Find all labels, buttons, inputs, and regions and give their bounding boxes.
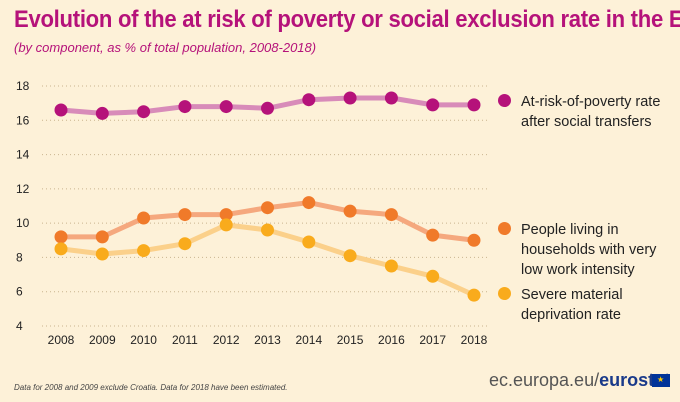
gridlines xyxy=(42,85,490,327)
data-point-s0-2014 xyxy=(302,93,316,107)
x-tick-label: 2016 xyxy=(378,333,405,347)
footnote: Data for 2008 and 2009 exclude Croatia. … xyxy=(14,383,288,392)
y-axis: 4 6 8 10 12 14 16 18 xyxy=(16,79,30,333)
data-point-s1-2016 xyxy=(384,208,398,222)
data-point-s0-2009 xyxy=(95,106,109,120)
x-tick-label: 2011 xyxy=(172,333,198,347)
data-point-s0-2016 xyxy=(384,91,398,105)
data-point-s0-2017 xyxy=(426,98,440,112)
x-tick-label: 2014 xyxy=(295,333,322,347)
legend-label-material-deprivation: Severe material deprivation rate xyxy=(521,287,623,323)
y-tick-label: 16 xyxy=(16,113,30,127)
data-point-s1-2015 xyxy=(343,204,357,218)
x-tick-label: 2012 xyxy=(213,333,240,347)
data-point-s2-2013 xyxy=(261,223,274,237)
data-point-s2-2011 xyxy=(178,237,192,251)
data-point-s1-2009 xyxy=(95,230,109,244)
data-point-s1-2010 xyxy=(137,211,151,225)
y-tick-label: 8 xyxy=(16,250,23,264)
data-point-s1-2018 xyxy=(467,233,481,247)
chart-title: Evolution of the at risk of poverty or s… xyxy=(14,6,680,33)
data-point-s2-2014 xyxy=(302,235,316,249)
data-point-s0-2012 xyxy=(219,100,233,114)
legend-dot-material-deprivation xyxy=(498,287,511,300)
series-lines xyxy=(60,95,476,298)
legend-label-low-work-intensity: People living in households with very lo… xyxy=(521,222,657,278)
data-point-s2-2012 xyxy=(219,218,233,232)
y-tick-label: 4 xyxy=(16,319,23,333)
y-tick-label: 6 xyxy=(16,285,23,299)
x-tick-label: 2013 xyxy=(254,333,281,347)
x-tick-label: 2010 xyxy=(130,333,157,347)
eurostat-brand[interactable]: ec.europa.eu/eurostat xyxy=(489,370,670,391)
data-point-s0-2015 xyxy=(343,91,357,105)
data-point-s2-2015 xyxy=(343,249,357,263)
y-tick-label: 14 xyxy=(16,148,30,162)
series-points xyxy=(54,91,481,302)
data-point-s1-2013 xyxy=(261,201,274,215)
x-tick-label: 2017 xyxy=(419,333,446,347)
x-axis: 2008 2009 2010 2011 2012 2013 2014 2015 2016 2017… xyxy=(48,333,488,347)
data-point-s2-2018 xyxy=(467,288,481,302)
x-tick-label: 2008 xyxy=(48,333,75,347)
x-tick-label: 2018 xyxy=(461,333,488,347)
data-point-s2-2017 xyxy=(426,269,440,283)
data-point-s1-2012 xyxy=(219,208,233,222)
y-tick-label: 10 xyxy=(16,216,30,230)
legend-dot-low-work-intensity xyxy=(498,222,511,235)
brand-url: ec.europa.eu/ xyxy=(489,370,600,390)
data-point-s2-2016 xyxy=(384,259,398,273)
y-tick-label: 12 xyxy=(16,182,30,196)
data-point-s0-2018 xyxy=(467,98,481,112)
data-point-s1-2017 xyxy=(426,228,440,242)
data-point-s2-2009 xyxy=(95,247,109,261)
data-point-s2-2010 xyxy=(137,244,151,258)
legend-label-poverty-rate: At-risk-of-poverty rate after social tra… xyxy=(521,94,661,130)
y-tick-label: 18 xyxy=(16,79,30,93)
data-point-s1-2014 xyxy=(302,196,316,210)
x-tick-label: 2009 xyxy=(89,333,116,347)
legend-dot-poverty-rate xyxy=(498,94,511,107)
chart-subtitle: (by component, as % of total population,… xyxy=(14,40,317,55)
data-point-s0-2013 xyxy=(261,101,274,115)
eu-flag-icon xyxy=(652,374,670,387)
data-point-s0-2010 xyxy=(137,105,151,119)
data-point-s1-2008 xyxy=(54,230,68,244)
data-point-s0-2008 xyxy=(54,103,68,117)
data-point-s2-2008 xyxy=(54,242,68,256)
data-point-s1-2011 xyxy=(178,208,192,222)
data-point-s0-2011 xyxy=(178,100,192,114)
x-tick-label: 2015 xyxy=(337,333,364,347)
